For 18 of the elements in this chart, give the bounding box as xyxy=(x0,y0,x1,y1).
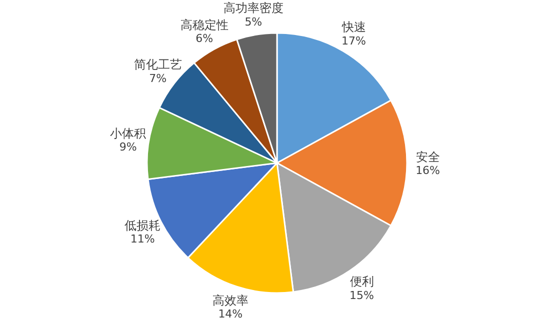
slice-label: 安全 xyxy=(416,150,440,164)
slice-label: 快速 xyxy=(340,20,366,34)
data-label: 16% xyxy=(416,164,440,178)
slice-label: 高效率 xyxy=(212,293,248,308)
slice-label: 便利 xyxy=(350,274,374,289)
data-label: 7% xyxy=(149,72,167,85)
data-label: 5% xyxy=(244,15,262,28)
data-label: 6% xyxy=(196,32,214,46)
data-label: 9% xyxy=(119,140,137,154)
data-label: 14% xyxy=(218,308,243,321)
slice-label: 简化工艺 xyxy=(134,58,182,72)
data-label: 11% xyxy=(130,232,155,246)
slice-label: 高功率密度 xyxy=(223,1,284,16)
slice-label: 高稳定性 xyxy=(180,18,228,32)
data-label: 17% xyxy=(342,34,366,48)
slice-label: 小体积 xyxy=(110,126,146,140)
slice-label: 低损耗 xyxy=(124,218,161,232)
data-label: 15% xyxy=(350,288,374,302)
